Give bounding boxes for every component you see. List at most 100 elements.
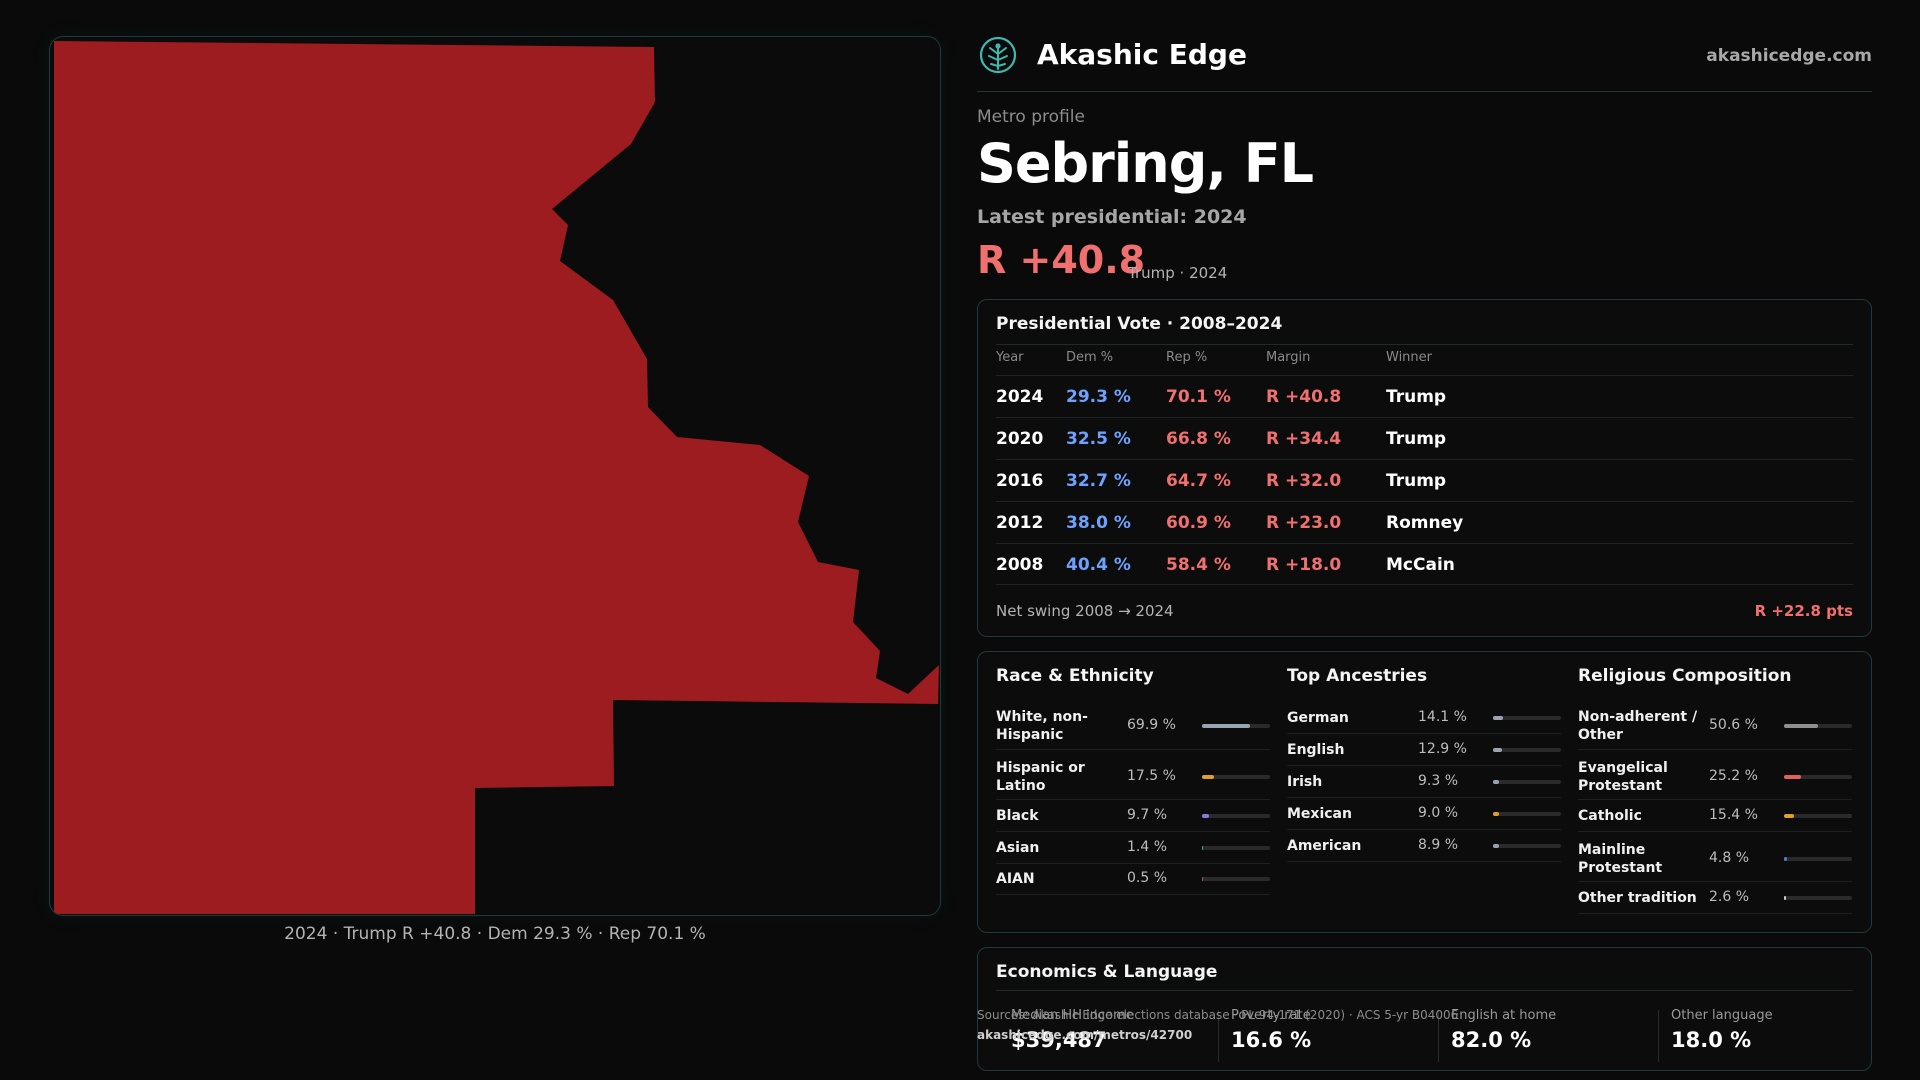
table-row: 2024 29.3 % 70.1 % R +40.8 Trump	[996, 375, 1853, 417]
metro-map[interactable]	[49, 36, 941, 916]
progress-bar	[1493, 812, 1561, 816]
rep-cell: 66.8 %	[1166, 429, 1231, 449]
progress-fill	[1202, 877, 1204, 881]
list-item: Mexican 9.0 %	[1287, 798, 1561, 830]
list-item: AIAN 0.5 %	[996, 864, 1270, 895]
list-item-value: 9.3 %	[1418, 773, 1459, 789]
metro-profile-panel: Akashic Edge akashicedge.com Metro profi…	[977, 0, 1872, 1080]
list-item-value: 15.4 %	[1709, 807, 1758, 823]
column-header-winner: Winner	[1386, 350, 1433, 365]
economics-language-card: Economics & Language Median HH income $3…	[977, 947, 1872, 1071]
presidential-vote-card: Presidential Vote · 2008–2024 Year Dem %…	[977, 299, 1872, 637]
list-item-value: 69.9 %	[1127, 717, 1176, 733]
stat-poverty-rate: Poverty rate 16.6 %	[1231, 1008, 1431, 1052]
list-item-label: Asian	[996, 840, 1040, 856]
latest-margin: R +40.8	[977, 238, 1146, 282]
stat-value: 16.6 %	[1231, 1028, 1312, 1052]
list-item-value: 17.5 %	[1127, 768, 1176, 784]
year-cell: 2020	[996, 429, 1044, 449]
rep-cell: 70.1 %	[1166, 387, 1231, 407]
list-item-value: 1.4 %	[1127, 839, 1168, 855]
year-cell: 2012	[996, 513, 1044, 533]
progress-bar	[1784, 814, 1852, 818]
margin-cell: R +23.0	[1266, 513, 1342, 533]
progress-bar	[1784, 775, 1852, 779]
list-item-label: Mexican	[1287, 806, 1352, 822]
top-ancestries-column: Top Ancestries German 14.1 % English 12.…	[1287, 652, 1561, 934]
list-item: Black 9.7 %	[996, 800, 1270, 832]
list-item-value: 0.5 %	[1127, 870, 1168, 886]
top-ancestries-title: Top Ancestries	[1287, 666, 1428, 686]
list-item-label: American	[1287, 838, 1362, 854]
dem-cell: 32.5 %	[1066, 429, 1131, 449]
site-link[interactable]: akashicedge.com	[1706, 46, 1872, 66]
brand-name: Akashic Edge	[1037, 38, 1247, 71]
list-item: Irish 9.3 %	[1287, 766, 1561, 798]
list-item: Other tradition 2.6 %	[1578, 882, 1852, 914]
rep-cell: 60.9 %	[1166, 513, 1231, 533]
race-ethnicity-title: Race & Ethnicity	[996, 666, 1154, 686]
list-item: Evangelical Protestant 25.2 %	[1578, 750, 1852, 800]
list-item-label: Non-adherent / Other	[1578, 709, 1698, 743]
column-header-rep: Rep %	[1166, 350, 1208, 365]
divider	[1438, 1010, 1439, 1062]
list-item-label: Hispanic or Latino	[996, 760, 1085, 794]
list-item-label: Other tradition	[1578, 890, 1697, 906]
progress-fill	[1493, 844, 1500, 848]
latest-margin-sub: Trump · 2024	[1128, 264, 1228, 282]
progress-bar	[1493, 844, 1561, 848]
county-shape[interactable]	[54, 41, 939, 914]
list-item-value: 4.8 %	[1709, 850, 1750, 866]
progress-fill	[1493, 748, 1502, 752]
progress-bar	[1784, 896, 1852, 900]
net-swing-value: R +22.8 pts	[1754, 602, 1853, 620]
winner-cell: Romney	[1386, 513, 1464, 533]
stat-english-at-home: English at home 82.0 %	[1451, 1008, 1651, 1052]
list-item-label: Catholic	[1578, 808, 1642, 824]
progress-fill	[1493, 780, 1500, 784]
progress-fill	[1784, 896, 1786, 900]
list-item-value: 14.1 %	[1418, 709, 1467, 725]
table-row: 2012 38.0 % 60.9 % R +23.0 Romney	[996, 501, 1853, 543]
stat-label: Median HH income	[1011, 1008, 1134, 1023]
list-item-value: 9.7 %	[1127, 807, 1168, 823]
progress-fill	[1784, 724, 1819, 728]
column-header-margin: Margin	[1266, 350, 1311, 365]
progress-bar	[1784, 857, 1852, 861]
table-row: 2016 32.7 % 64.7 % R +32.0 Trump	[996, 459, 1853, 501]
race-ethnicity-column: Race & Ethnicity White, non-Hispanic 69.…	[996, 652, 1270, 934]
winner-cell: Trump	[1386, 429, 1447, 449]
stat-label: Poverty rate	[1231, 1008, 1311, 1023]
progress-bar	[1202, 775, 1270, 779]
progress-bar	[1202, 814, 1270, 818]
column-header-dem: Dem %	[1066, 350, 1114, 365]
progress-fill	[1784, 775, 1802, 779]
divider	[996, 344, 1853, 345]
year-cell: 2008	[996, 555, 1044, 575]
column-header-year: Year	[996, 350, 1024, 365]
list-item-label: Black	[996, 808, 1039, 824]
progress-bar	[1493, 780, 1561, 784]
progress-fill	[1493, 716, 1503, 720]
presidential-vote-title: Presidential Vote · 2008–2024	[996, 314, 1283, 334]
list-item-label: AIAN	[996, 871, 1035, 887]
list-item: Non-adherent / Other 50.6 %	[1578, 702, 1852, 750]
progress-bar	[1784, 724, 1852, 728]
list-item-value: 50.6 %	[1709, 717, 1758, 733]
religious-composition-title: Religious Composition	[1578, 666, 1792, 686]
latest-presidential-label: Latest presidential: 2024	[977, 206, 1247, 228]
year-cell: 2024	[996, 387, 1044, 407]
stat-median-income: Median HH income $39,487	[1011, 1008, 1211, 1052]
page-eyebrow: Metro profile	[977, 107, 1085, 127]
list-item-value: 25.2 %	[1709, 768, 1758, 784]
source-url[interactable]: akashicedge.com/metros/42700	[977, 1028, 1193, 1042]
religious-composition-column: Religious Composition Non-adherent / Oth…	[1578, 652, 1852, 934]
divider	[1658, 1010, 1659, 1062]
dem-cell: 29.3 %	[1066, 387, 1131, 407]
source-line: Sources: Akashic Edge elections database…	[977, 1008, 1459, 1022]
progress-bar	[1493, 716, 1561, 720]
list-item-value: 2.6 %	[1709, 889, 1750, 905]
progress-bar	[1202, 846, 1270, 850]
winner-cell: McCain	[1386, 555, 1455, 575]
list-item: German 14.1 %	[1287, 702, 1561, 734]
